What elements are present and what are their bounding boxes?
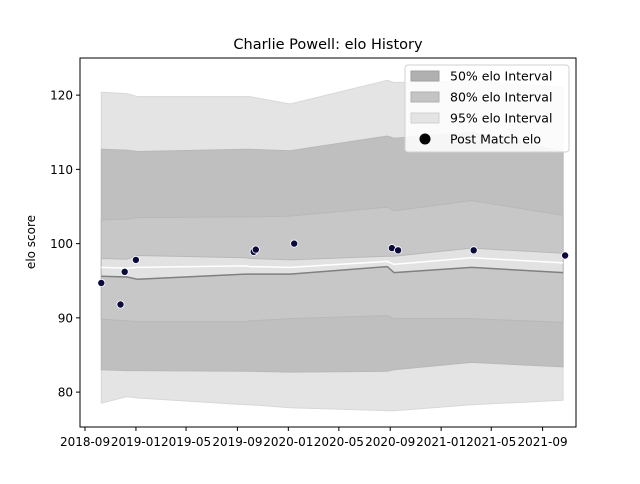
legend-swatch: [410, 70, 440, 82]
data-point: [290, 239, 299, 248]
legend-label: 50% elo Interval: [450, 69, 552, 84]
x-tick-label: 2020-09: [365, 435, 415, 449]
y-tick-label: 110: [50, 163, 73, 177]
plot-frame: [79, 57, 577, 428]
data-point: [97, 278, 106, 287]
legend-label: Post Match elo: [450, 132, 541, 147]
data-point: [131, 255, 140, 264]
mean-line: [101, 256, 564, 269]
data-point: [469, 246, 478, 255]
legend-label: 80% elo Interval: [450, 90, 552, 105]
chart-title: Charlie Powell: elo History: [233, 37, 423, 53]
x-tick-label: 2021-05: [466, 435, 516, 449]
mean-elo-line: [101, 256, 564, 269]
x-tick-label: 2021-09: [518, 435, 568, 449]
x-tick-label: 2021-01: [416, 435, 466, 449]
x-tick-label: 2018-09: [60, 435, 110, 449]
y-tick-label: 120: [50, 89, 73, 103]
legend-swatch: [410, 91, 440, 103]
data-point: [116, 300, 125, 309]
x-tick-label: 2019-09: [212, 435, 262, 449]
legend-box: [404, 64, 570, 153]
y-axis: 80 90 100 110 120: [50, 89, 80, 400]
data-point: [120, 267, 129, 276]
y-tick-label: 90: [58, 311, 73, 325]
y-tick-label: 80: [58, 386, 73, 400]
x-axis: 2018-09 2019-01 2019-05 2019-09 2020-01 2020-…: [60, 427, 568, 449]
data-point: [251, 245, 260, 254]
interval-bands: [100, 79, 564, 412]
band-50-lower-edge: [101, 265, 564, 281]
y-tick-label: 100: [50, 237, 73, 251]
x-tick-label: 2019-05: [161, 435, 211, 449]
data-point: [394, 246, 403, 255]
legend-swatch: [410, 112, 440, 124]
x-tick-label: 2020-05: [314, 435, 364, 449]
data-point: [561, 251, 570, 260]
legend-marker: [419, 133, 431, 145]
x-tick-label: 2019-01: [111, 435, 161, 449]
legend-label: 95% elo Interval: [450, 111, 552, 126]
legend: 50% elo Interval 80% elo Interval 95% elo …: [404, 64, 570, 153]
post-match-points: [97, 239, 570, 309]
x-tick-label: 2020-01: [263, 435, 313, 449]
y-axis-label: elo score: [24, 215, 38, 269]
